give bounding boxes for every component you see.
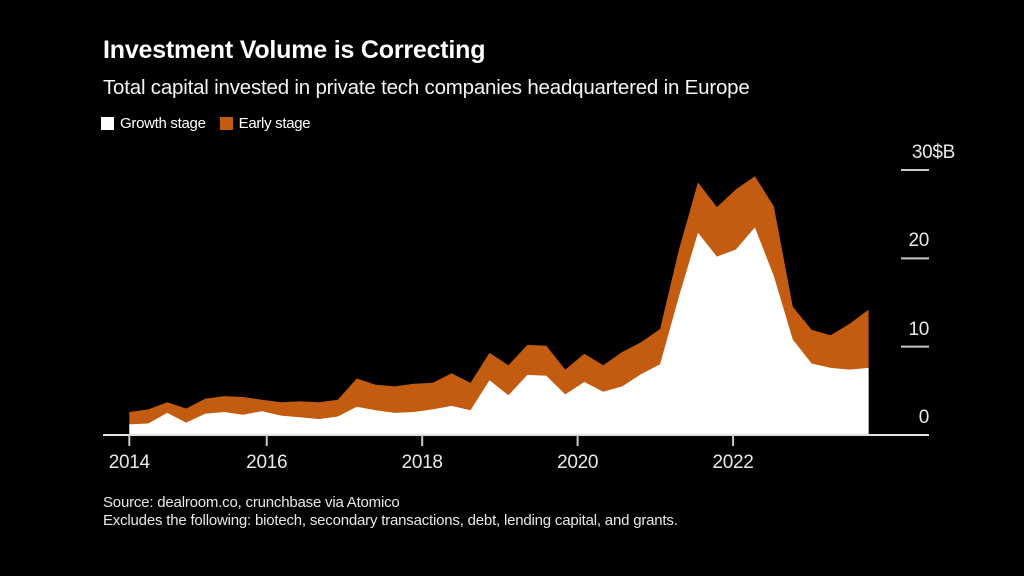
y-axis-label-30: 30$B [911,142,955,163]
y-axis-label-10: 10 [908,318,929,340]
legend-label-early-stage: Early stage [238,115,311,132]
x-axis-label-2020: 2020 [557,452,599,473]
source-note: Source: dealroom.co, crunchbase via Atom… [103,494,678,530]
x-axis-label-2018: 2018 [401,452,443,473]
legend-item-growth-stage: Growth stage [101,115,206,132]
growth-stage-area [129,227,869,435]
chart-legend: Growth stage Early stage [101,115,311,132]
x-axis-label-2016: 2016 [246,452,288,473]
chart-title: Investment Volume is Correcting [103,36,486,64]
source-line-2: Excludes the following: biotech, seconda… [103,512,678,529]
y-axis-label-0: 0 [918,407,930,428]
growth-stage-swatch-icon [101,117,114,130]
source-line-1: Source: dealroom.co, crunchbase via Atom… [103,494,400,511]
y-axis-label-20: 20 [908,230,929,252]
legend-item-early-stage: Early stage [219,115,311,132]
legend-label-growth-stage: Growth stage [120,115,206,132]
x-axis-label-2014: 2014 [108,452,150,473]
early-stage-swatch-icon [219,117,233,130]
x-axis-label-2022: 2022 [712,452,754,473]
chart-subtitle: Total capital invested in private tech c… [103,76,750,99]
